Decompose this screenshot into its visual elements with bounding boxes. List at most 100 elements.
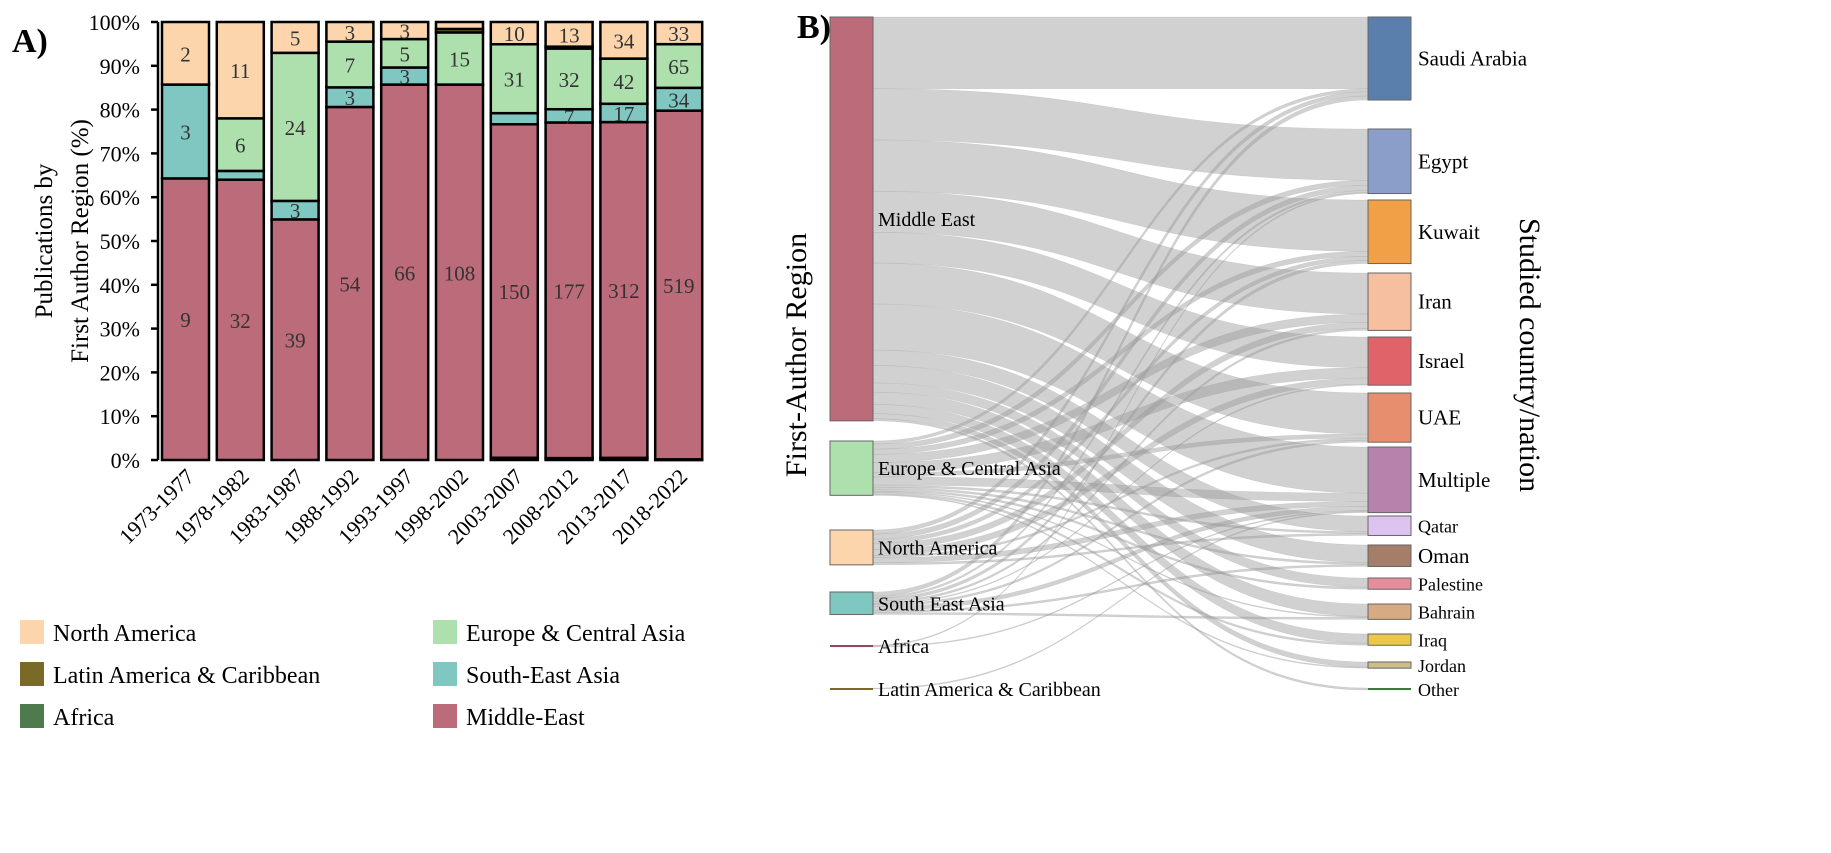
legend-label: North America	[53, 621, 197, 647]
source-node-label: Europe & Central Asia	[878, 458, 1061, 480]
data-label: 3	[345, 86, 356, 110]
bar-segment	[215, 20, 266, 120]
target-node-label: Israel	[1418, 349, 1465, 373]
bar-segment	[270, 51, 320, 203]
data-label: 150	[499, 280, 531, 304]
data-label: 312	[608, 279, 640, 303]
target-node	[1367, 577, 1412, 590]
data-label: 5	[399, 42, 410, 66]
bar-segment	[215, 178, 266, 462]
legend-label: South-East Asia	[466, 663, 620, 689]
y-tick-label: 90%	[100, 54, 140, 79]
target-node	[1368, 688, 1411, 691]
panel-label: A)	[12, 23, 48, 60]
y-tick-label: 40%	[100, 273, 140, 298]
y-tick-label: 20%	[100, 360, 140, 385]
data-label: 39	[285, 329, 306, 353]
data-label: 3	[399, 65, 410, 89]
data-label: 17	[613, 102, 634, 126]
data-label: 32	[559, 68, 580, 92]
data-label: 9	[180, 308, 191, 332]
bar-segment	[215, 169, 266, 181]
y-tick-label: 70%	[100, 141, 140, 166]
target-node-label: Iran	[1418, 290, 1452, 314]
target-node-label: Multiple	[1418, 468, 1490, 492]
target-node	[1367, 633, 1412, 646]
bar-segment	[379, 20, 430, 41]
source-node-label: North America	[878, 537, 998, 559]
target-node	[1367, 272, 1412, 331]
data-label: 15	[449, 48, 470, 72]
data-label: 10	[504, 22, 525, 46]
data-label: 54	[339, 272, 361, 296]
target-node	[1367, 128, 1412, 195]
target-node	[1367, 199, 1412, 265]
bar-segment	[653, 20, 704, 46]
left-axis-title: First-Author Region	[780, 233, 813, 477]
data-label: 3	[399, 20, 410, 44]
data-label: 66	[394, 261, 415, 285]
y-tick-label: 100%	[89, 10, 140, 35]
source-node-label: Africa	[878, 636, 929, 658]
source-node	[829, 529, 874, 566]
bar-segment	[325, 40, 375, 89]
source-node	[830, 688, 873, 690]
target-node	[1367, 515, 1412, 536]
data-label: 34	[668, 88, 690, 112]
bar-segment	[599, 20, 649, 60]
data-label: 42	[613, 70, 634, 94]
legend-label: Europe & Central Asia	[466, 621, 686, 647]
panel-a-stacked-bar-chart: A) Publications by First Author Region (%)…	[12, 10, 704, 731]
data-label: 177	[553, 279, 585, 303]
legend-swatch	[20, 662, 44, 686]
data-label: 108	[444, 261, 476, 285]
target-node	[1367, 603, 1412, 620]
legend-swatch	[433, 620, 457, 644]
target-node-label: Saudi Arabia	[1418, 47, 1528, 71]
y-tick-label: 80%	[100, 98, 140, 123]
data-label: 7	[564, 105, 575, 129]
source-node-label: Middle East	[878, 209, 976, 231]
legend-swatch	[433, 704, 457, 728]
y-tick-label: 30%	[100, 317, 140, 342]
target-node	[1367, 336, 1412, 386]
target-node-label: Palestine	[1418, 575, 1483, 595]
target-node-label: Other	[1418, 680, 1459, 700]
bar-segment	[544, 47, 594, 111]
data-label: 3	[180, 121, 191, 145]
panel-label: B)	[797, 9, 831, 46]
source-node	[829, 440, 874, 496]
data-label: 6	[235, 134, 246, 158]
target-node	[1367, 661, 1412, 669]
bar-segment	[489, 123, 540, 460]
target-node	[1367, 544, 1412, 568]
bar-segment	[270, 20, 320, 55]
bar-segment	[489, 20, 540, 46]
source-node-label: Latin America & Caribbean	[878, 679, 1101, 701]
source-node	[830, 645, 873, 648]
sankey-link	[872, 16, 1369, 90]
legend-swatch	[20, 704, 44, 728]
bar-segment	[160, 20, 211, 86]
target-node-label: Kuwait	[1418, 220, 1480, 244]
data-label: 34	[613, 29, 635, 53]
data-label: 7	[345, 53, 356, 77]
right-axis-title: Studied country/nation	[1513, 218, 1546, 492]
y-tick-label: 60%	[100, 185, 140, 210]
source-node-label: South East Asia	[878, 593, 1005, 615]
panel-b-sankey-diagram: B) First-Author Region Studied country/nat…	[780, 9, 1546, 701]
legend-label: Africa	[53, 705, 115, 731]
data-label: 11	[230, 59, 250, 83]
data-label: 3	[345, 21, 356, 45]
target-node-label: Iraq	[1418, 631, 1447, 651]
source-node	[829, 591, 874, 616]
target-node-label: Egypt	[1418, 149, 1468, 173]
bar-segment	[379, 83, 430, 462]
legend-label: Latin America & Caribbean	[53, 663, 320, 689]
data-label: 519	[663, 274, 695, 298]
y-axis-label: Publications by	[31, 163, 58, 318]
legend-swatch	[433, 662, 457, 686]
target-node	[1367, 392, 1412, 443]
legend-swatch	[20, 620, 44, 644]
